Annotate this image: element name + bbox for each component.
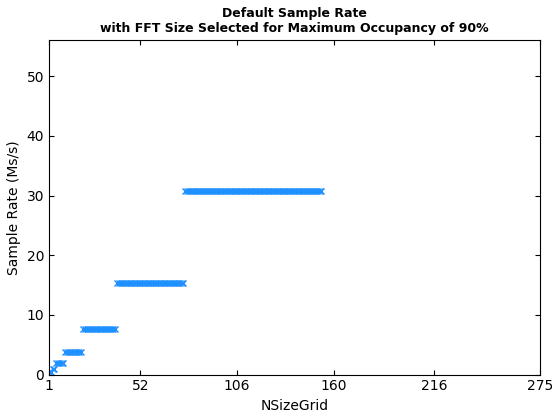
- X-axis label: NSizeGrid: NSizeGrid: [260, 399, 329, 413]
- Title: Default Sample Rate
with FFT Size Selected for Maximum Occupancy of 90%: Default Sample Rate with FFT Size Select…: [100, 7, 489, 35]
- Y-axis label: Sample Rate (Ms/s): Sample Rate (Ms/s): [7, 140, 21, 275]
